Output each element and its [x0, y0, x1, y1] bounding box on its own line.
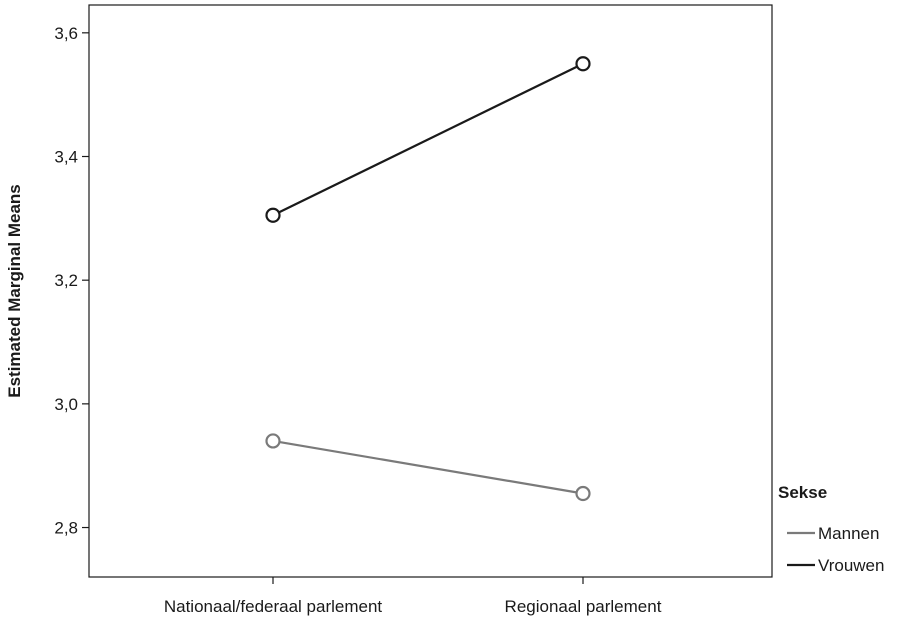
- y-tick-label: 3,2: [54, 271, 78, 290]
- series-line-vrouwen: [272, 62, 584, 217]
- x-tick-label: Nationaal/federaal parlement: [164, 597, 383, 616]
- series-point-vrouwen: [265, 207, 281, 223]
- y-axis-ticks: 2,8 3,0 3,2 3,4 3,6: [54, 24, 89, 538]
- legend-label: Mannen: [818, 524, 879, 543]
- legend-items: Mannen Vrouwen: [787, 524, 884, 575]
- legend-title: Sekse: [778, 483, 827, 502]
- y-tick-label: 3,4: [54, 148, 78, 167]
- series-point-vrouwen: [575, 56, 591, 72]
- x-axis-ticks: Nationaal/federaal parlement Regionaal pa…: [164, 577, 662, 616]
- series-point-mannen: [265, 433, 281, 449]
- x-tick-label: Regionaal parlement: [505, 597, 662, 616]
- y-tick-label: 3,0: [54, 395, 78, 414]
- series-line-mannen: [272, 439, 584, 495]
- series-point-mannen: [575, 485, 591, 502]
- y-tick-label: 2,8: [54, 519, 78, 538]
- y-tick-label: 3,6: [54, 24, 78, 43]
- plot-frame: [88, 4, 773, 578]
- y-axis-title: Estimated Marginal Means: [5, 184, 24, 398]
- series-layer: [265, 56, 591, 502]
- legend-label: Vrouwen: [818, 556, 884, 575]
- legend: Sekse Mannen Vrouwen: [778, 483, 884, 575]
